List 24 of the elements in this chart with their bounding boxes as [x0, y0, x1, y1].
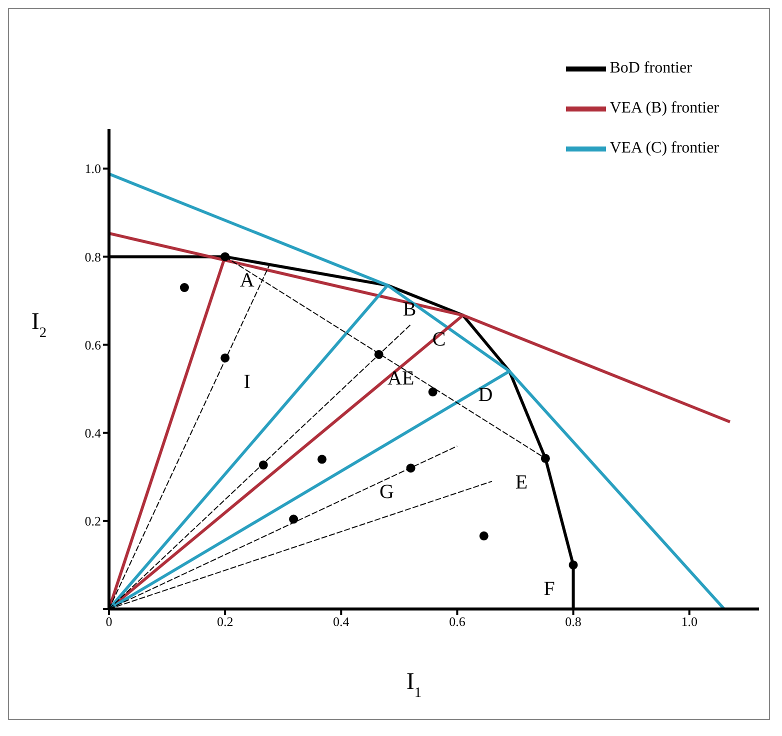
annotation: E: [515, 471, 528, 494]
legend-label: VEA (B) frontier: [610, 100, 719, 117]
x-tick-label: 0.2: [216, 614, 234, 630]
x-tick-label: 0.6: [449, 614, 466, 630]
annotation: I: [244, 370, 250, 393]
annotation: G: [380, 481, 394, 504]
x-tick-label: 0.8: [565, 614, 582, 630]
y-tick-label: 0.6: [84, 337, 102, 352]
y-tick-label: 0.2: [84, 514, 101, 529]
annotation: AE: [388, 367, 414, 390]
x-axis-title: I$_{1}$: [406, 669, 422, 701]
annotation: A: [240, 270, 255, 292]
annotation: B: [402, 298, 416, 320]
legend-label: VEA (C) frontier: [610, 140, 719, 157]
annotation: F: [544, 578, 555, 600]
y-tick-label: 1.0: [84, 161, 101, 176]
annotation: D: [478, 384, 493, 406]
legend-label: BoD frontier: [610, 60, 692, 77]
y-tick-label: 0.8: [84, 249, 101, 264]
x-tick-label: 0.4: [333, 614, 350, 630]
y-tick-label: 0.4: [84, 425, 102, 440]
x-tick-label: 0: [106, 614, 112, 630]
y-axis-title: I$_{2}$: [31, 309, 47, 341]
x-tick-label: 1.0: [681, 614, 698, 630]
